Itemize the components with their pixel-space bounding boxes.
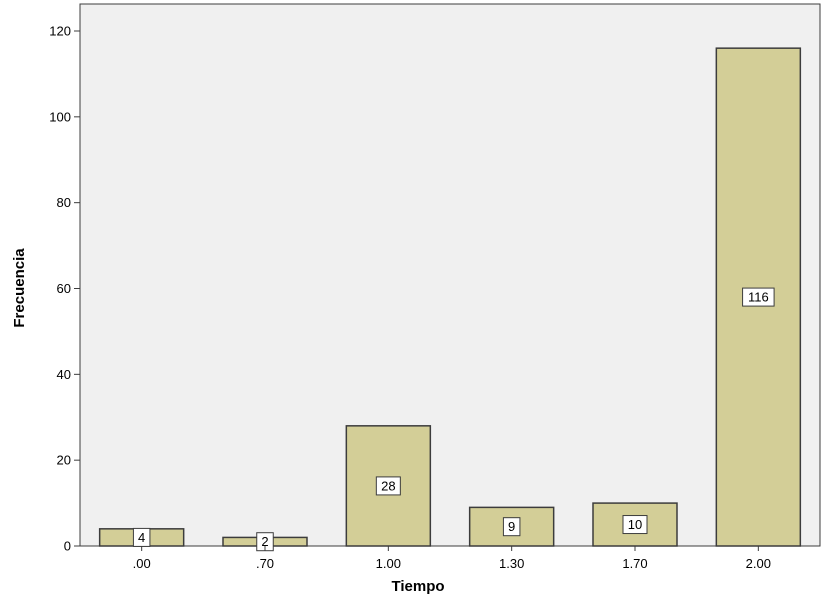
plot-area — [79, 3, 821, 547]
y-tick-label: 120 — [49, 24, 71, 39]
x-tick-label: 2.00 — [746, 556, 771, 571]
y-tick-label: 20 — [57, 453, 71, 468]
x-axis-title: Tiempo — [391, 578, 444, 595]
x-tick-label: .00 — [133, 556, 151, 571]
y-tick-label: 80 — [57, 195, 71, 210]
bars-group — [98, 47, 802, 547]
data-label: 116 — [748, 290, 769, 305]
y-axis: 0 20 40 60 80 100 120 — [49, 24, 80, 554]
data-label: 9 — [508, 519, 515, 534]
y-tick-label: 60 — [57, 281, 71, 296]
x-tick-label: 1.00 — [376, 556, 401, 571]
data-label-box — [622, 515, 648, 535]
x-tick-label: 1.70 — [622, 556, 647, 571]
data-label: 4 — [138, 530, 145, 545]
data-label: 10 — [628, 517, 642, 532]
data-label: 28 — [381, 478, 395, 493]
y-axis-title: Frecuencia — [11, 248, 28, 328]
data-label: 2 — [261, 534, 268, 549]
y-tick-label: 40 — [57, 367, 71, 382]
x-axis: .00 .70 1.00 1.30 1.70 2.00 — [133, 546, 771, 571]
data-label-box — [502, 517, 521, 537]
y-tick-label: 0 — [64, 539, 71, 554]
x-tick-label: 1.30 — [499, 556, 524, 571]
data-labels-group: 4 2 28 9 10 116 — [132, 287, 775, 552]
x-tick-label: .70 — [256, 556, 274, 571]
data-label-box — [375, 476, 401, 496]
data-label-box — [742, 287, 775, 307]
y-tick-label: 100 — [49, 109, 71, 124]
bar — [468, 506, 555, 547]
